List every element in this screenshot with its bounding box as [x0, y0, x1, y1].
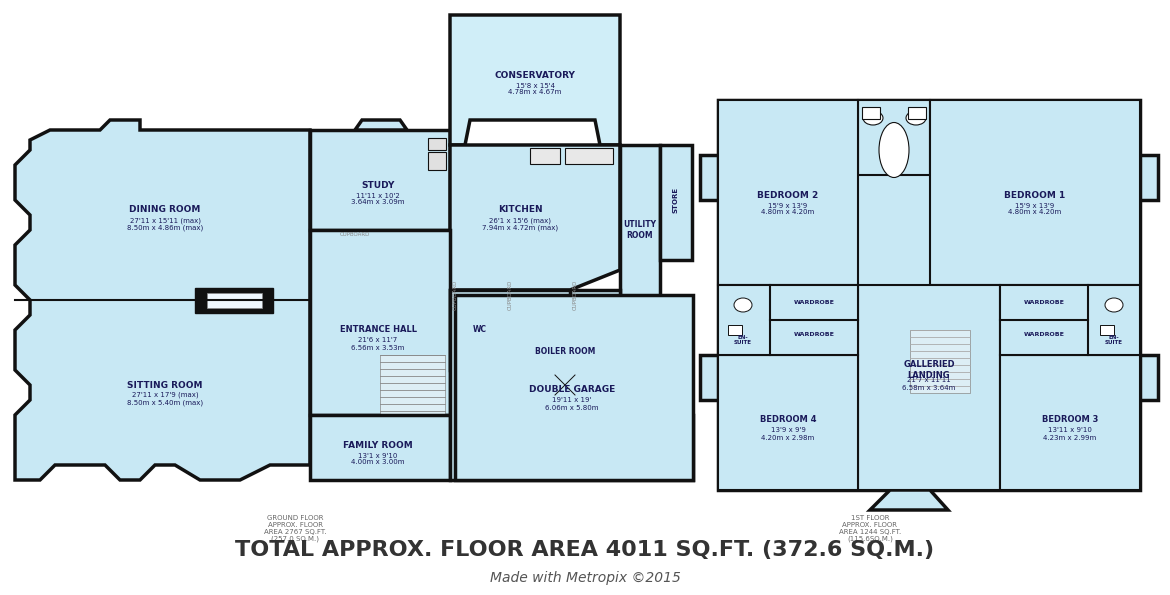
Bar [858, 285, 1000, 490]
Polygon shape [870, 490, 948, 510]
Text: 11'11 x 10'2
3.64m x 3.09m: 11'11 x 10'2 3.64m x 3.09m [351, 193, 405, 205]
Bar [728, 325, 742, 335]
Text: WARDROBE: WARDROBE [1024, 333, 1065, 337]
Polygon shape [310, 415, 450, 480]
Bar [1100, 325, 1114, 335]
Text: CUPBOARD: CUPBOARD [339, 233, 370, 237]
Bar [530, 148, 560, 164]
Bar [718, 285, 858, 355]
Bar [930, 100, 1140, 285]
Text: CUPBOARD: CUPBOARD [453, 280, 457, 310]
Bar [660, 145, 691, 260]
Polygon shape [310, 230, 450, 415]
Bar [1000, 355, 1140, 490]
Text: 13'1 x 9'10
4.00m x 3.00m: 13'1 x 9'10 4.00m x 3.00m [351, 453, 405, 465]
Ellipse shape [863, 111, 883, 125]
Bar [207, 293, 262, 308]
Text: EN-
SUITE: EN- SUITE [734, 334, 752, 346]
Text: EN-
SUITE: EN- SUITE [1104, 334, 1123, 346]
Text: GALLERIED
LANDING: GALLERIED LANDING [903, 361, 955, 380]
Text: UTILITY
ROOM: UTILITY ROOM [624, 220, 656, 240]
Text: STUDY: STUDY [362, 180, 394, 189]
Text: BEDROOM 2: BEDROOM 2 [757, 190, 819, 199]
Polygon shape [355, 120, 407, 130]
Bar [858, 100, 930, 175]
Text: 21'6 x 11'7
6.56m x 3.53m: 21'6 x 11'7 6.56m x 3.53m [351, 337, 405, 350]
Text: BEDROOM 4: BEDROOM 4 [759, 415, 817, 424]
Bar [1000, 285, 1140, 355]
Bar [910, 330, 970, 393]
Text: 15'8 x 15'4
4.78m x 4.67m: 15'8 x 15'4 4.78m x 4.67m [508, 83, 562, 96]
Text: STORE: STORE [673, 187, 679, 213]
Text: KITCHEN: KITCHEN [497, 205, 543, 215]
Ellipse shape [906, 111, 925, 125]
Bar [718, 100, 858, 285]
Text: Made with Metropix ©2015: Made with Metropix ©2015 [489, 571, 681, 585]
Text: WC: WC [473, 325, 487, 334]
Bar [428, 152, 446, 170]
Text: 19'11 x 19'
6.06m x 5.80m: 19'11 x 19' 6.06m x 5.80m [545, 397, 599, 411]
Bar [565, 148, 613, 164]
Text: CUPBOARD: CUPBOARD [572, 280, 578, 310]
Text: 26'1 x 15'6 (max)
7.94m x 4.72m (max): 26'1 x 15'6 (max) 7.94m x 4.72m (max) [482, 217, 558, 231]
Text: 13'11 x 9'10
4.23m x 2.99m: 13'11 x 9'10 4.23m x 2.99m [1044, 427, 1096, 440]
Text: 27'11 x 17'9 (max)
8.50m x 5.40m (max): 27'11 x 17'9 (max) 8.50m x 5.40m (max) [126, 392, 204, 406]
Text: CUPBOARD: CUPBOARD [508, 280, 512, 310]
Text: DOUBLE GARAGE: DOUBLE GARAGE [529, 386, 615, 394]
Text: 21'7 x 11'11
6.58m x 3.64m: 21'7 x 11'11 6.58m x 3.64m [902, 377, 956, 390]
Polygon shape [450, 145, 620, 290]
Text: BOILER ROOM: BOILER ROOM [535, 347, 596, 356]
Text: DINING ROOM: DINING ROOM [130, 205, 201, 215]
Bar [195, 288, 273, 313]
Text: FAMILY ROOM: FAMILY ROOM [343, 440, 413, 449]
Bar [718, 355, 858, 490]
Text: 1ST FLOOR
APPROX. FLOOR
AREA 1244 SQ.FT.
(115.6SQ.M.): 1ST FLOOR APPROX. FLOOR AREA 1244 SQ.FT.… [839, 515, 901, 543]
Polygon shape [510, 290, 620, 415]
Bar [380, 355, 445, 418]
Bar [908, 107, 925, 119]
Text: TOTAL APPROX. FLOOR AREA 4011 SQ.FT. (372.6 SQ.M.): TOTAL APPROX. FLOOR AREA 4011 SQ.FT. (37… [235, 540, 935, 560]
Polygon shape [1140, 355, 1158, 400]
Polygon shape [620, 145, 660, 320]
Polygon shape [718, 100, 1140, 490]
Polygon shape [450, 290, 693, 480]
Text: WARDROBE: WARDROBE [1024, 299, 1065, 305]
Ellipse shape [879, 123, 909, 177]
Polygon shape [450, 15, 620, 145]
Bar [862, 107, 880, 119]
Text: 15'9 x 13'9
4.80m x 4.20m: 15'9 x 13'9 4.80m x 4.20m [1009, 202, 1061, 215]
Text: WARDROBE: WARDROBE [793, 333, 834, 337]
Bar [428, 138, 446, 150]
Polygon shape [700, 155, 718, 200]
Polygon shape [15, 120, 310, 480]
Ellipse shape [1104, 298, 1123, 312]
Text: ENTRANCE HALL: ENTRANCE HALL [339, 325, 417, 334]
Text: BEDROOM 3: BEDROOM 3 [1041, 415, 1099, 424]
Text: BEDROOM 1: BEDROOM 1 [1004, 190, 1066, 199]
Text: WARDROBE: WARDROBE [793, 299, 834, 305]
Text: GROUND FLOOR
APPROX. FLOOR
AREA 2767 SQ.FT.
(257.0 SQ.M.): GROUND FLOOR APPROX. FLOOR AREA 2767 SQ.… [263, 515, 326, 543]
Text: CONSERVATORY: CONSERVATORY [495, 70, 576, 80]
Text: 15'9 x 13'9
4.80m x 4.20m: 15'9 x 13'9 4.80m x 4.20m [762, 202, 814, 215]
Text: 27'11 x 15'11 (max)
8.50m x 4.86m (max): 27'11 x 15'11 (max) 8.50m x 4.86m (max) [126, 217, 204, 231]
Text: 13'9 x 9'9
4.20m x 2.98m: 13'9 x 9'9 4.20m x 2.98m [762, 427, 814, 440]
Text: SITTING ROOM: SITTING ROOM [128, 380, 202, 390]
Polygon shape [700, 355, 718, 400]
Polygon shape [1140, 155, 1158, 200]
Polygon shape [455, 295, 693, 480]
Circle shape [550, 370, 580, 400]
Ellipse shape [734, 298, 752, 312]
Polygon shape [450, 290, 510, 370]
Polygon shape [310, 130, 450, 230]
Ellipse shape [468, 339, 493, 357]
